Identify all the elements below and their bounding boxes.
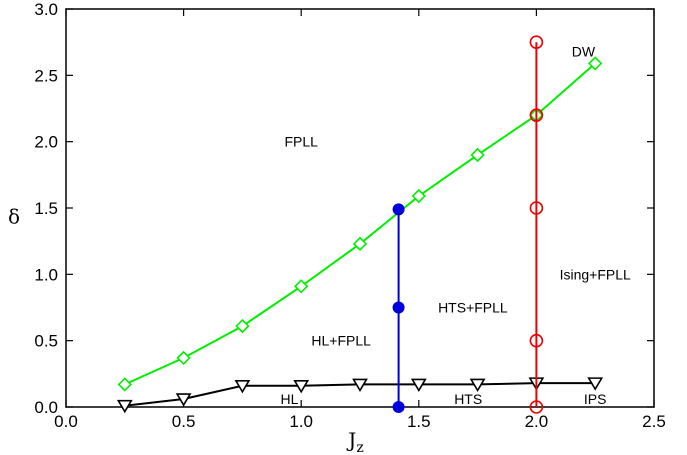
data-point	[529, 35, 544, 49]
data-point	[470, 147, 485, 163]
x-axis-label: Jz	[346, 428, 363, 455]
series-2	[392, 203, 405, 413]
series-3	[529, 35, 544, 414]
data-point	[529, 201, 544, 215]
y-tick-label: 1.0	[34, 265, 58, 284]
region-label: FPLL	[284, 134, 318, 150]
data-point	[392, 203, 405, 216]
region-label: HL+FPLL	[311, 333, 371, 349]
region-label: HTS	[454, 391, 482, 407]
data-point	[234, 379, 251, 394]
data-point	[352, 236, 368, 251]
data-point	[392, 301, 405, 314]
data-point	[175, 393, 192, 407]
y-tick-label: 0.0	[34, 398, 58, 417]
data-point	[587, 377, 604, 391]
data-point	[411, 188, 426, 204]
data-point	[410, 378, 427, 393]
region-label: IPS	[584, 391, 607, 407]
data-point	[352, 378, 368, 393]
x-tick-label: 2.0	[525, 412, 549, 431]
data-point	[588, 56, 603, 71]
data-point	[529, 333, 544, 348]
y-tick-label: 2.5	[34, 66, 58, 85]
y-tick-label: 2.0	[34, 133, 58, 152]
data-point	[235, 318, 250, 334]
data-point	[529, 108, 544, 122]
y-tick-label: 3.0	[34, 0, 58, 19]
annotations: FPLL DW HTS+FPLL Ising+FPLL HL+FPLL HL HTS IPS	[280, 43, 631, 407]
data-point	[117, 377, 132, 392]
region-label: Ising+FPLL	[560, 266, 631, 282]
x-axis-label-main: J	[346, 428, 356, 452]
axes: 0.0 0.5 1.0 1.5 2.0 2.5 0.0 0.5 1.0 1.5 2.0 2.5 3.0	[34, 0, 665, 431]
x-tick-label: 1.5	[407, 412, 431, 431]
data-point	[392, 401, 405, 413]
series-layer	[116, 35, 604, 414]
x-tick-label: 0.0	[54, 412, 78, 431]
x-axis-label-subscript: z	[356, 440, 363, 455]
y-axis-label: δ	[8, 205, 20, 229]
region-label: HL	[280, 391, 298, 407]
region-label: DW	[572, 43, 596, 59]
data-point	[116, 399, 133, 414]
data-point	[176, 350, 191, 366]
region-label: HTS+FPLL	[438, 300, 508, 316]
x-tick-label: 0.5	[172, 412, 196, 431]
x-tick-label: 1.0	[289, 412, 313, 431]
series-0	[117, 56, 603, 392]
data-point	[529, 400, 544, 414]
data-point	[293, 379, 310, 394]
data-point	[294, 279, 309, 294]
y-tick-label: 0.5	[34, 332, 58, 351]
y-tick-label: 1.5	[34, 199, 58, 218]
data-point	[469, 378, 486, 393]
x-tick-label: 2.5	[642, 412, 666, 431]
